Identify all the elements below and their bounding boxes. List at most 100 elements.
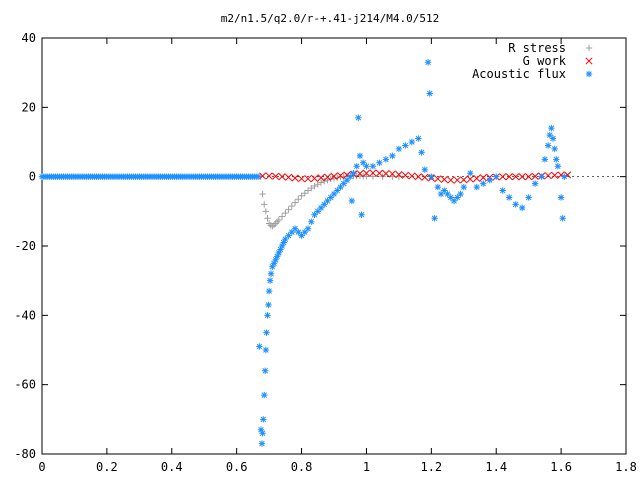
point (531, 172, 539, 180)
point (258, 440, 266, 447)
point (512, 201, 519, 208)
point (336, 172, 345, 180)
series-acoustic-flux (256, 59, 568, 447)
point (304, 187, 312, 194)
point (453, 176, 461, 184)
point (282, 209, 289, 217)
point (479, 174, 487, 182)
x-tick-label: 1.4 (485, 460, 507, 474)
point (356, 169, 364, 178)
point (395, 171, 403, 179)
point (272, 172, 280, 180)
point (369, 173, 377, 180)
point (350, 170, 357, 177)
point (264, 215, 271, 222)
point (415, 135, 422, 142)
point (311, 211, 318, 218)
x-tick-label: 1.6 (550, 460, 572, 474)
x-tick-label: 0.4 (161, 460, 183, 474)
point (353, 163, 360, 170)
axis-ticks: 0 0.2 0.4 0.6 0.8 1 1.2 1.4 1.6 1.8 -80 -60 -40 -20 0 2… (14, 31, 637, 474)
point (434, 183, 442, 191)
point (275, 216, 283, 224)
point (499, 187, 506, 194)
data-marks (38, 59, 572, 447)
point (274, 253, 281, 260)
point (559, 215, 566, 222)
point (298, 175, 306, 183)
y-tick-label: -60 (14, 378, 36, 392)
point (382, 169, 390, 178)
point (304, 225, 312, 232)
point (269, 223, 276, 230)
x-tick-label: 0.8 (291, 460, 313, 474)
point (505, 173, 513, 181)
point (375, 169, 383, 177)
point (330, 172, 338, 180)
point (334, 187, 341, 194)
point (376, 159, 383, 166)
point (267, 270, 275, 277)
point (295, 196, 302, 203)
x-tick-label: 1.8 (615, 460, 637, 474)
point (426, 90, 433, 97)
point (340, 180, 347, 187)
y-tick-label: -20 (14, 239, 36, 253)
point (424, 59, 432, 66)
point (288, 202, 296, 210)
y-tick-label: 20 (22, 100, 36, 114)
x-tick-label: 1 (363, 460, 370, 474)
point (269, 263, 276, 270)
point (321, 177, 328, 185)
point (321, 201, 328, 208)
point (343, 176, 351, 184)
point (362, 169, 370, 177)
point (323, 173, 332, 181)
point (327, 194, 334, 201)
x-tick-label: 0 (38, 460, 45, 474)
point (272, 256, 279, 264)
point (414, 173, 422, 181)
point (561, 173, 568, 180)
point (266, 277, 274, 284)
point (317, 204, 325, 212)
y-tick-label: 0 (29, 170, 36, 184)
point (421, 166, 429, 173)
point (557, 194, 565, 201)
point (314, 208, 321, 215)
point (256, 343, 263, 350)
point (473, 174, 481, 182)
point (437, 190, 445, 198)
point (401, 171, 409, 179)
point (428, 173, 435, 180)
point (301, 190, 308, 197)
point (551, 171, 559, 179)
point (262, 208, 270, 215)
point (275, 249, 283, 257)
point (262, 367, 269, 374)
point (402, 142, 409, 149)
chart-title: m2/n1.5/q2.0/r-+.41-j214/M4.0/512 (221, 12, 440, 25)
point (295, 228, 302, 236)
point (512, 173, 520, 181)
point (324, 176, 331, 184)
point (285, 173, 293, 181)
point (280, 239, 287, 246)
point (330, 190, 338, 198)
point (356, 152, 364, 160)
point (259, 190, 266, 198)
point (301, 228, 308, 236)
point (337, 183, 344, 191)
legend-marker (585, 57, 593, 65)
point (257, 426, 265, 433)
point (493, 173, 500, 180)
point (431, 215, 438, 222)
point (553, 156, 560, 163)
x-tick-label: 0.2 (96, 460, 118, 474)
point (261, 391, 268, 399)
point (447, 194, 454, 201)
point (265, 287, 273, 295)
point (291, 174, 299, 182)
